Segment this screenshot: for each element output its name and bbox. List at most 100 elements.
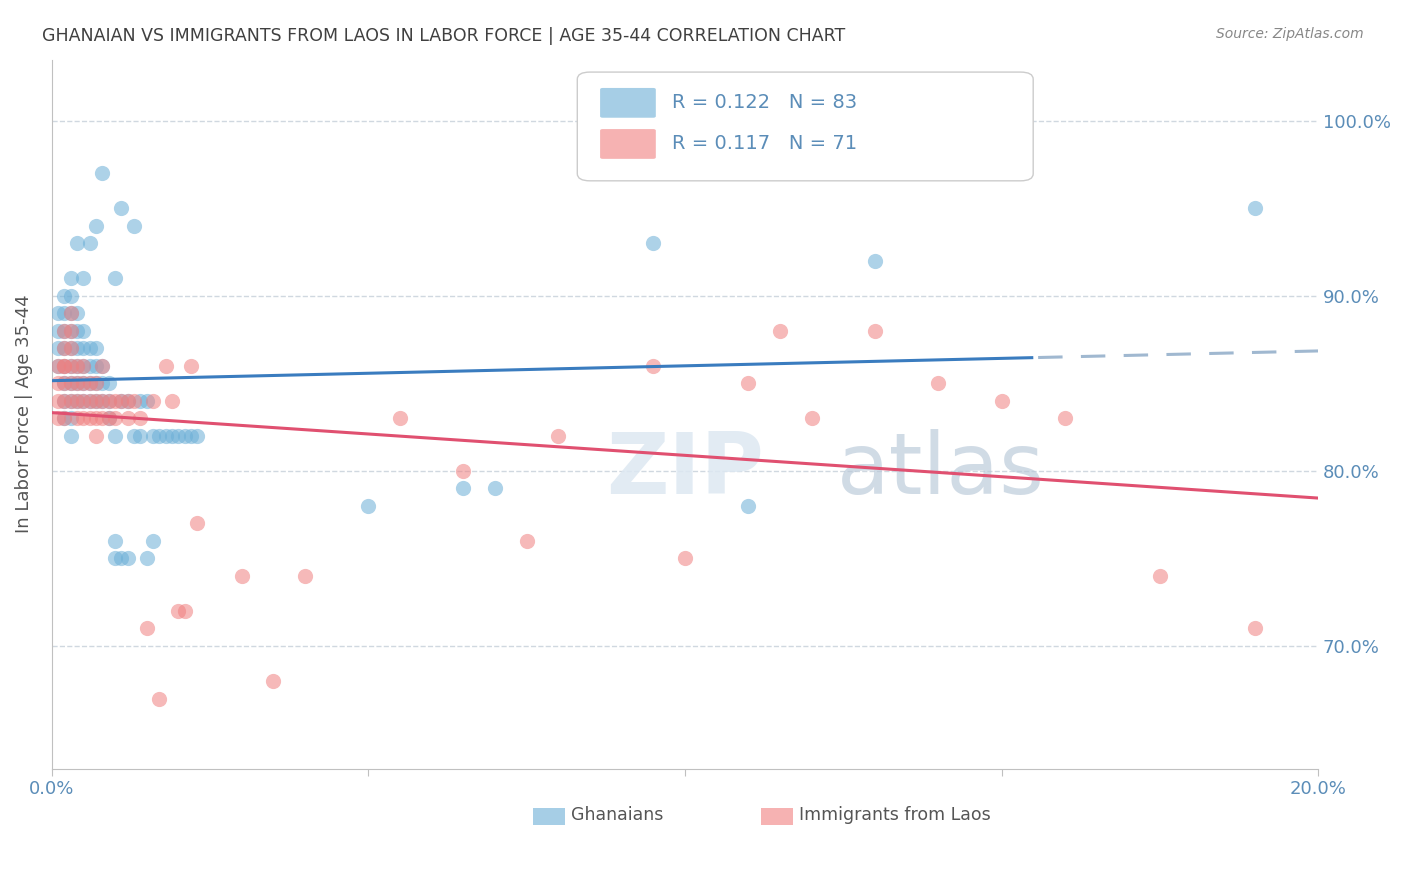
Ghanaians: [66, 306, 89, 320]
Immigrants from Laos: [800, 411, 823, 425]
Ghanaians: [863, 253, 886, 268]
Immigrants from Laos: [79, 393, 101, 408]
Ghanaians: [104, 551, 127, 566]
Immigrants from Laos: [155, 359, 177, 373]
Y-axis label: In Labor Force | Age 35-44: In Labor Force | Age 35-44: [15, 294, 32, 533]
Ghanaians: [97, 411, 120, 425]
Ghanaians: [91, 376, 114, 391]
Immigrants from Laos: [66, 393, 89, 408]
Ghanaians: [129, 393, 152, 408]
FancyBboxPatch shape: [533, 807, 565, 825]
Ghanaians: [110, 393, 132, 408]
Ghanaians: [129, 429, 152, 443]
Immigrants from Laos: [66, 411, 89, 425]
Ghanaians: [84, 219, 107, 233]
Immigrants from Laos: [167, 604, 190, 618]
Ghanaians: [72, 393, 94, 408]
Immigrants from Laos: [46, 376, 69, 391]
Immigrants from Laos: [180, 359, 202, 373]
Ghanaians: [79, 236, 101, 251]
Ghanaians: [53, 359, 76, 373]
Ghanaians: [173, 429, 195, 443]
Immigrants from Laos: [262, 673, 284, 688]
Ghanaians: [484, 482, 506, 496]
Ghanaians: [117, 551, 139, 566]
Ghanaians: [122, 219, 145, 233]
Ghanaians: [79, 393, 101, 408]
Immigrants from Laos: [927, 376, 949, 391]
Immigrants from Laos: [72, 411, 94, 425]
Ghanaians: [453, 482, 475, 496]
Immigrants from Laos: [117, 411, 139, 425]
Ghanaians: [72, 271, 94, 285]
Text: Immigrants from Laos: Immigrants from Laos: [799, 805, 991, 823]
Ghanaians: [59, 271, 82, 285]
Ghanaians: [53, 342, 76, 356]
Immigrants from Laos: [769, 324, 792, 338]
Immigrants from Laos: [1149, 569, 1171, 583]
Ghanaians: [84, 393, 107, 408]
Ghanaians: [79, 376, 101, 391]
Ghanaians: [737, 499, 759, 513]
Ghanaians: [104, 429, 127, 443]
Ghanaians: [104, 533, 127, 548]
Ghanaians: [135, 393, 157, 408]
Immigrants from Laos: [104, 411, 127, 425]
Text: Ghanaians: Ghanaians: [571, 805, 664, 823]
Ghanaians: [97, 376, 120, 391]
Immigrants from Laos: [231, 569, 253, 583]
Immigrants from Laos: [1053, 411, 1076, 425]
Text: R = 0.122   N = 83: R = 0.122 N = 83: [672, 93, 858, 112]
Ghanaians: [72, 342, 94, 356]
Ghanaians: [59, 393, 82, 408]
FancyBboxPatch shape: [578, 72, 1033, 181]
Immigrants from Laos: [59, 342, 82, 356]
Ghanaians: [84, 342, 107, 356]
Ghanaians: [84, 359, 107, 373]
Immigrants from Laos: [66, 376, 89, 391]
Immigrants from Laos: [59, 306, 82, 320]
Text: ZIP: ZIP: [606, 429, 763, 512]
Ghanaians: [66, 236, 89, 251]
Text: Source: ZipAtlas.com: Source: ZipAtlas.com: [1216, 27, 1364, 41]
Ghanaians: [180, 429, 202, 443]
Ghanaians: [66, 393, 89, 408]
Immigrants from Laos: [84, 393, 107, 408]
Ghanaians: [66, 376, 89, 391]
Immigrants from Laos: [91, 393, 114, 408]
Ghanaians: [79, 342, 101, 356]
Immigrants from Laos: [104, 393, 127, 408]
Ghanaians: [186, 429, 208, 443]
Ghanaians: [66, 359, 89, 373]
Ghanaians: [72, 359, 94, 373]
Immigrants from Laos: [91, 411, 114, 425]
Ghanaians: [59, 289, 82, 303]
Ghanaians: [91, 359, 114, 373]
Immigrants from Laos: [294, 569, 316, 583]
Ghanaians: [79, 359, 101, 373]
Immigrants from Laos: [79, 411, 101, 425]
Ghanaians: [357, 499, 380, 513]
Ghanaians: [97, 393, 120, 408]
Immigrants from Laos: [643, 359, 665, 373]
FancyBboxPatch shape: [600, 129, 655, 159]
Immigrants from Laos: [863, 324, 886, 338]
Ghanaians: [59, 342, 82, 356]
Immigrants from Laos: [53, 393, 76, 408]
Ghanaians: [122, 429, 145, 443]
Immigrants from Laos: [1243, 622, 1265, 636]
Ghanaians: [59, 376, 82, 391]
Immigrants from Laos: [84, 429, 107, 443]
Ghanaians: [643, 236, 665, 251]
Ghanaians: [91, 166, 114, 180]
Immigrants from Laos: [84, 376, 107, 391]
Ghanaians: [72, 324, 94, 338]
Immigrants from Laos: [59, 376, 82, 391]
Immigrants from Laos: [122, 393, 145, 408]
Ghanaians: [59, 429, 82, 443]
Ghanaians: [110, 202, 132, 216]
Ghanaians: [155, 429, 177, 443]
Immigrants from Laos: [135, 622, 157, 636]
Immigrants from Laos: [142, 393, 165, 408]
Text: GHANAIAN VS IMMIGRANTS FROM LAOS IN LABOR FORCE | AGE 35-44 CORRELATION CHART: GHANAIAN VS IMMIGRANTS FROM LAOS IN LABO…: [42, 27, 845, 45]
